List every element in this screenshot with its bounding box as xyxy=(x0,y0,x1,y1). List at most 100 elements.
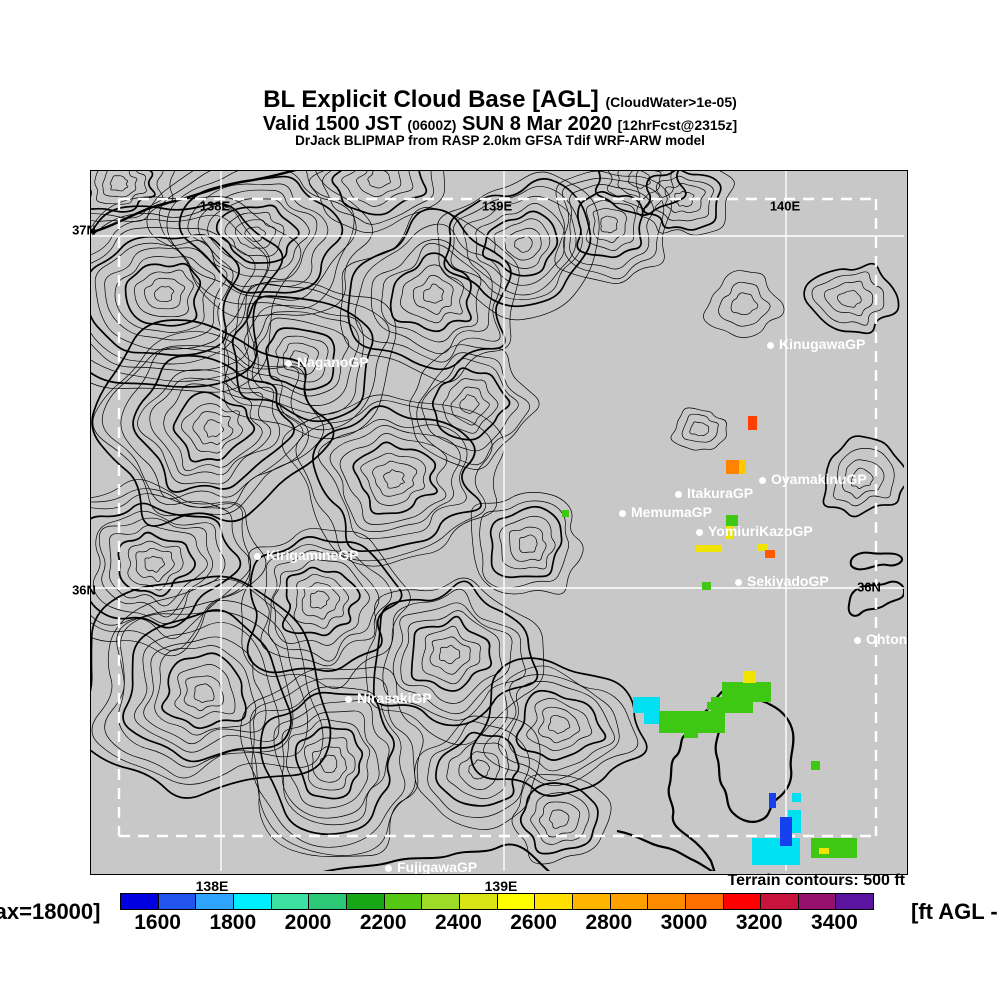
colorbar-value-3400: 3400 xyxy=(811,911,858,934)
station-dot xyxy=(767,341,774,349)
colorbar-cell xyxy=(684,894,723,909)
cloudbase-patch xyxy=(726,515,738,526)
cloudbase-patch xyxy=(811,761,820,770)
coastline xyxy=(849,551,903,571)
colorbar-value-2600: 2600 xyxy=(510,911,557,934)
cloudbase-patch xyxy=(748,416,757,430)
station-name: YomiuriKazoGP xyxy=(708,523,813,539)
colorbar-cell xyxy=(157,894,196,909)
station-dot xyxy=(285,359,292,367)
cloudbase-patch xyxy=(684,729,698,738)
station-dot xyxy=(254,552,261,560)
colorbar-cell xyxy=(195,894,233,909)
colorbar-value-1800: 1800 xyxy=(209,911,257,934)
coastline xyxy=(847,580,904,617)
station-name: KirigamineGP xyxy=(266,547,359,563)
colorbar-cell xyxy=(345,894,384,909)
valid-date: SUN 8 Mar 2020 xyxy=(462,113,613,135)
station-dot xyxy=(619,509,626,517)
cloudbase-patch xyxy=(633,697,660,713)
terrain-contours-layer xyxy=(91,171,904,871)
colorbar-cell xyxy=(232,894,271,909)
coastline xyxy=(616,829,714,871)
cloudbase-patch xyxy=(780,817,792,846)
cloudbase-patch xyxy=(707,702,714,710)
colorbar-cell xyxy=(647,894,685,909)
station-dot xyxy=(675,490,682,498)
station-name: NaganoGP xyxy=(297,354,369,370)
colorbar-cell xyxy=(270,894,309,909)
colorbar-cell xyxy=(609,894,648,909)
station-dot xyxy=(696,528,703,536)
gliderport-label-memumagp: MemumaGP xyxy=(619,504,712,520)
model-subtitle: DrJack BLIPMAP from RASP 2.0km GFSA Tdif… xyxy=(295,133,705,148)
station-dot xyxy=(345,695,352,703)
coastline xyxy=(323,843,551,871)
colorbar-cell xyxy=(534,894,572,909)
lon-label-bottom-139E: 139E xyxy=(484,878,518,894)
cloudbase-patch xyxy=(765,550,775,558)
title-main: BL Explicit Cloud Base [AGL] xyxy=(263,86,599,113)
cloudbase-patch xyxy=(743,671,756,683)
gliderport-label-naganogp: NaganoGP xyxy=(285,354,369,370)
station-name: FujigawaGP xyxy=(397,859,478,875)
cloudbase-patch xyxy=(702,582,711,590)
station-name: SekiyadoGP xyxy=(747,573,829,589)
valid-time: Valid 1500 JST xyxy=(262,113,402,135)
gliderport-label-itakuragp: ItakuraGP xyxy=(675,485,753,501)
coastline xyxy=(714,697,795,823)
valid-time-line: Valid 1500 JST (0600Z) SUN 8 Mar 2020 [1… xyxy=(0,113,1000,136)
lat-label-left-37N: 37N xyxy=(72,222,96,238)
lon-label-top-139E: 139E xyxy=(481,198,513,214)
forecast-map: NaganoGP KirigamineGP NirasakiGP FujigawaGP… xyxy=(90,170,908,875)
cloudbase-patch xyxy=(562,510,569,517)
gliderport-label-kinugawagp: KinugawaGP xyxy=(767,336,865,352)
title-cloudwater-note: (CloudWater>1e-05) xyxy=(605,94,737,110)
cloudbase-patch xyxy=(726,460,739,474)
station-name: ItakuraGP xyxy=(687,485,754,501)
station-name: OyamakinuGP xyxy=(771,471,867,487)
valid-time-utc: (0600Z) xyxy=(407,117,457,133)
station-name: MemumaGP xyxy=(631,504,712,520)
cloudbase-patch xyxy=(644,711,660,724)
station-dot xyxy=(759,476,766,484)
colorbar-cell xyxy=(458,894,497,909)
max-value-note: [Max=18000] xyxy=(0,899,101,924)
station-name: OhtoneGP xyxy=(866,631,908,647)
gliderport-label-ohtonegp: OhtoneGP xyxy=(854,631,908,647)
cloudbase-patch xyxy=(811,838,857,858)
colorbar-cell xyxy=(571,894,610,909)
colorbar-cell xyxy=(121,894,158,909)
page-title: BL Explicit Cloud Base [AGL] (CloudWater… xyxy=(0,86,1000,114)
lat-label-left-36N: 36N xyxy=(72,582,96,598)
colorbar-cell xyxy=(383,894,422,909)
units-note: [ft AGL - r xyxy=(911,899,1000,924)
colorbar-cell xyxy=(421,894,459,909)
colorbar-cell xyxy=(496,894,535,909)
gliderport-label-fujigawagp: FujigawaGP xyxy=(385,859,478,875)
colorbar-value-1600: 1600 xyxy=(134,911,181,934)
cloudbase-colorbar xyxy=(120,893,874,910)
station-dot xyxy=(854,636,861,644)
cloudbase-patch xyxy=(722,682,771,702)
forecast-run-note: [12hrFcst@2315z] xyxy=(617,117,738,133)
colorbar-cell xyxy=(308,894,346,909)
cloudbase-patch xyxy=(757,544,768,551)
colorbar-cell xyxy=(760,894,798,909)
lon-label-top-140E: 140E xyxy=(769,198,801,214)
cloudbase-patch xyxy=(792,793,801,802)
cloudbase-patch xyxy=(769,793,776,808)
cloudbase-patch xyxy=(752,838,800,865)
colorbar-value-3200: 3200 xyxy=(735,911,783,934)
colorbar-value-2400: 2400 xyxy=(435,911,482,934)
cloudbase-patch xyxy=(726,526,733,539)
gliderport-label-sekiyadogp: SekiyadoGP xyxy=(735,573,829,589)
cloudbase-patch xyxy=(819,848,829,854)
station-dot xyxy=(385,864,392,872)
station-name: NirasakiGP xyxy=(357,690,432,706)
gliderport-label-kirigaminegp: KirigamineGP xyxy=(254,547,359,563)
colorbar-value-2200: 2200 xyxy=(359,911,407,934)
lat-label-right-36N: 36N xyxy=(857,579,881,595)
colorbar-value-3000: 3000 xyxy=(660,911,708,934)
station-dot xyxy=(735,578,742,586)
